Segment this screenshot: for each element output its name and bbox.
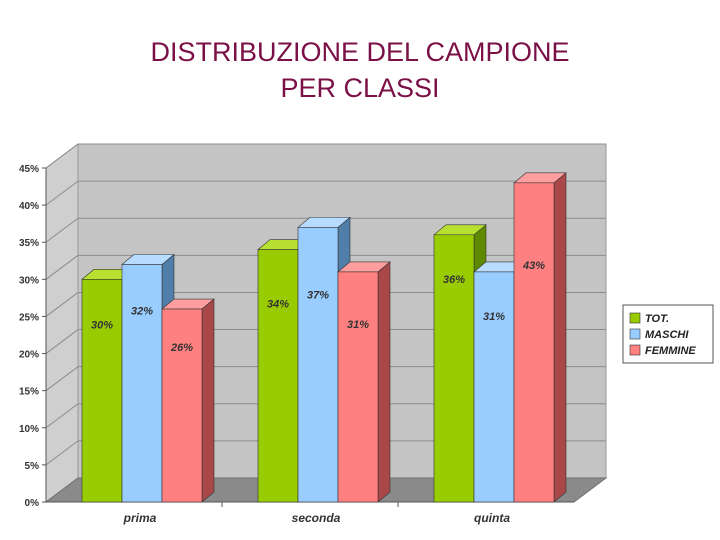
gridline-side	[45, 292, 79, 317]
y-tick-label: 30%	[19, 275, 39, 286]
bar-femmine-seconda: 31%	[337, 261, 391, 503]
bar-femmine-prima: 26%	[161, 298, 215, 503]
bar-side	[553, 172, 567, 503]
y-tick-label: 25%	[19, 312, 39, 323]
y-tick-label: 15%	[19, 387, 39, 398]
bar-front	[161, 308, 203, 503]
gridline-side	[45, 180, 79, 206]
y-tick-label: 40%	[19, 201, 39, 212]
legend-swatch	[629, 328, 641, 340]
side-wall	[45, 143, 79, 503]
gridline-side	[45, 329, 79, 354]
bars: 30% 32% 26% 34% 37% 31% 36% 31% 43%	[81, 172, 567, 503]
gridline-side	[45, 440, 79, 466]
x-tick-label: prima	[123, 511, 157, 525]
gridline-side	[45, 403, 79, 429]
legend-label: MASCHI	[645, 329, 689, 341]
x-axis-tick-labels: prima seconda quinta	[123, 511, 511, 525]
bar-front	[473, 271, 515, 503]
gridline-side	[45, 254, 79, 280]
legend-swatch	[629, 344, 641, 356]
data-label: 32%	[131, 305, 153, 317]
bar-front	[337, 271, 379, 503]
bar-side	[201, 298, 215, 503]
legend-swatch	[629, 312, 641, 324]
legend: TOT. MASCHI FEMMINE	[622, 304, 714, 364]
data-label: 37%	[307, 289, 329, 301]
y-tick-label: 0%	[25, 498, 40, 509]
y-tick-label: 5%	[25, 461, 40, 472]
x-tick-label: quinta	[474, 511, 510, 525]
data-label: 30%	[91, 319, 113, 331]
gridline-side	[45, 217, 79, 243]
data-label: 31%	[483, 311, 505, 323]
chart-title-line-1: DISTRIBUZIONE DEL CAMPIONE	[150, 37, 570, 67]
data-label: 43%	[522, 260, 545, 272]
data-label: 26%	[170, 342, 193, 354]
data-label: 31%	[347, 319, 369, 331]
y-axis-tick-labels: 0% 5% 10% 15% 20% 25% 30% 35% 40% 45%	[19, 164, 39, 509]
gridline-side	[45, 143, 79, 169]
gridline-side	[45, 366, 79, 392]
bar-front	[81, 279, 123, 503]
y-tick-label: 20%	[19, 350, 39, 361]
bar-side	[377, 261, 391, 503]
data-label: 36%	[443, 274, 465, 286]
legend-label: TOT.	[645, 313, 669, 325]
bar-front	[257, 249, 299, 503]
legend-label: FEMMINE	[645, 345, 696, 357]
bar-front	[513, 182, 555, 503]
chart-title-line-2: PER CLASSI	[280, 73, 440, 103]
bar-femmine-quinta: 43%	[513, 172, 567, 503]
bar-front	[433, 234, 475, 503]
y-tick-label: 35%	[19, 238, 39, 249]
x-tick-label: seconda	[292, 511, 341, 525]
chart-title: DISTRIBUZIONE DEL CAMPIONE PER CLASSI	[0, 34, 720, 106]
data-label: 34%	[267, 299, 289, 311]
y-tick-label: 45%	[19, 164, 39, 175]
bar-front	[121, 264, 163, 503]
bar-front	[297, 227, 339, 503]
y-tick-label: 10%	[19, 424, 39, 435]
